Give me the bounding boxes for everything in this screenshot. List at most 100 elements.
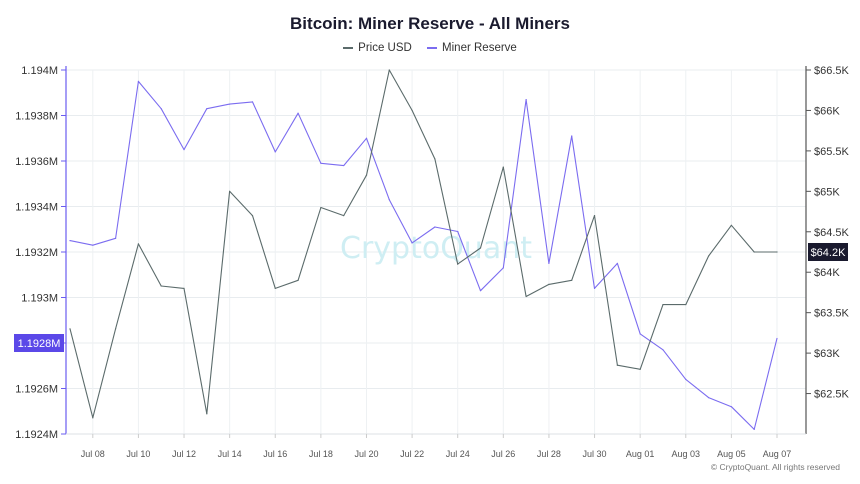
x-axis-tick-label-7: Jul 22 <box>400 449 424 459</box>
right-axis-tick-label-0: $62.5K <box>814 389 850 401</box>
data-point-1-10 <box>297 279 299 281</box>
left-axis-tick-label-7: 1.1938M <box>15 111 58 123</box>
x-axis-tick-label-9: Jul 26 <box>491 449 515 459</box>
right-axis-tick-label-3: $64K <box>814 267 840 279</box>
left-axis-highlight-box <box>14 334 64 352</box>
right-axis-tick-label-8: $66.5K <box>814 65 850 77</box>
right-axis-tick-label-7: $66K <box>814 105 840 117</box>
left-axis-tick-label-6: 1.1936M <box>15 156 58 168</box>
data-point-1-19 <box>502 166 504 168</box>
data-point-0-0 <box>69 240 71 242</box>
data-point-1-3 <box>137 243 140 245</box>
x-axis-tick-label-8: Jul 24 <box>446 449 470 459</box>
series-line-miner-reserve <box>69 80 778 430</box>
data-point-1-28 <box>707 255 710 257</box>
watermark-text: CryptoQuant <box>340 231 532 266</box>
data-point-1-4 <box>160 285 162 287</box>
data-point-1-1 <box>92 417 94 419</box>
legend-swatch-miner-reserve <box>427 47 438 49</box>
data-point-1-7 <box>229 190 231 192</box>
data-point-0-26 <box>662 349 664 351</box>
data-point-1-14 <box>388 69 390 71</box>
data-point-0-4 <box>160 108 162 110</box>
x-axis-tick-label-12: Aug 01 <box>626 449 655 459</box>
data-point-0-14 <box>388 199 390 201</box>
x-axis-tick-label-4: Jul 16 <box>263 449 287 459</box>
data-point-1-13 <box>365 174 368 176</box>
data-point-0-27 <box>685 378 687 380</box>
x-axis-tick-label-15: Aug 07 <box>763 449 792 459</box>
x-axis-tick-label-5: Jul 18 <box>309 449 333 459</box>
data-point-0-31 <box>776 337 778 340</box>
data-point-0-8 <box>251 101 254 103</box>
data-point-0-2 <box>115 237 117 239</box>
data-point-1-11 <box>320 206 322 209</box>
data-point-0-23 <box>593 287 596 289</box>
legend-label-miner-reserve: Miner Reserve <box>442 42 517 54</box>
data-point-1-27 <box>685 303 687 306</box>
data-point-1-18 <box>479 247 482 249</box>
legend-item-miner-reserve[interactable]: Miner Reserve <box>427 42 517 54</box>
data-point-1-12 <box>343 215 345 217</box>
x-axis-tick-label-14: Aug 05 <box>717 449 746 459</box>
legend-label-price: Price USD <box>358 42 412 54</box>
right-axis-tick-label-1: $63K <box>814 348 840 360</box>
x-axis-tick-label-1: Jul 10 <box>126 449 150 459</box>
data-point-0-11 <box>320 162 322 164</box>
data-point-0-5 <box>183 149 185 151</box>
data-point-1-0 <box>69 328 71 330</box>
copyright-credit: © CryptoQuant. All rights reserved <box>710 462 840 472</box>
data-point-0-24 <box>616 262 618 264</box>
series-line-price-usd <box>69 69 777 419</box>
data-point-0-6 <box>206 108 208 110</box>
data-point-1-9 <box>274 287 276 289</box>
right-axis-highlight-label: $64.2K <box>811 247 847 259</box>
right-axis-tick-label-4: $64.5K <box>814 227 850 239</box>
data-point-0-18 <box>479 290 482 292</box>
data-point-1-24 <box>616 364 618 366</box>
right-axis-tick-label-5: $65K <box>814 186 840 198</box>
data-point-1-17 <box>457 263 459 265</box>
x-axis-tick-label-3: Jul 14 <box>218 449 242 459</box>
data-point-1-23 <box>593 215 596 217</box>
data-point-0-13 <box>365 137 368 139</box>
data-point-0-30 <box>753 428 755 431</box>
left-axis-highlight-label: 1.1928M <box>18 338 61 350</box>
data-point-1-16 <box>434 158 436 160</box>
data-point-0-15 <box>411 242 413 244</box>
data-point-1-22 <box>571 279 573 281</box>
data-point-0-7 <box>229 103 231 105</box>
chart-title: Bitcoin: Miner Reserve - All Miners <box>290 14 570 33</box>
left-axis-tick-label-0: 1.1924M <box>15 429 58 441</box>
data-point-1-26 <box>662 303 664 306</box>
data-point-1-5 <box>183 287 185 289</box>
data-point-0-9 <box>274 151 276 153</box>
data-point-1-29 <box>730 224 732 226</box>
right-axis-tick-label-6: $65.5K <box>814 146 850 158</box>
left-axis-tick-label-4: 1.1932M <box>15 247 58 259</box>
x-axis-tick-label-6: Jul 20 <box>354 449 378 459</box>
data-point-0-17 <box>457 230 459 233</box>
data-point-1-2 <box>115 328 117 330</box>
left-axis-tick-label-3: 1.193M <box>21 293 58 305</box>
x-axis-tick-label-13: Aug 03 <box>672 449 701 459</box>
data-point-0-22 <box>571 135 573 137</box>
data-point-0-19 <box>502 267 504 269</box>
x-axis-tick-label-10: Jul 28 <box>537 449 561 459</box>
right-axis-tick-label-2: $63.5K <box>814 308 850 320</box>
data-point-0-10 <box>297 112 299 114</box>
data-point-1-30 <box>753 251 755 253</box>
data-point-1-25 <box>639 368 641 370</box>
data-point-0-12 <box>343 164 345 167</box>
data-point-0-20 <box>525 98 527 101</box>
data-point-0-21 <box>548 262 550 264</box>
data-point-0-29 <box>730 406 732 408</box>
left-axis-tick-label-1: 1.1926M <box>15 384 58 396</box>
legend-item-price[interactable]: Price USD <box>343 42 412 54</box>
right-axis-highlight-box <box>808 243 848 261</box>
left-axis-tick-label-5: 1.1934M <box>15 202 58 214</box>
data-point-1-20 <box>525 295 527 298</box>
x-axis-tick-label-0: Jul 08 <box>81 449 105 459</box>
x-axis-tick-label-2: Jul 12 <box>172 449 196 459</box>
